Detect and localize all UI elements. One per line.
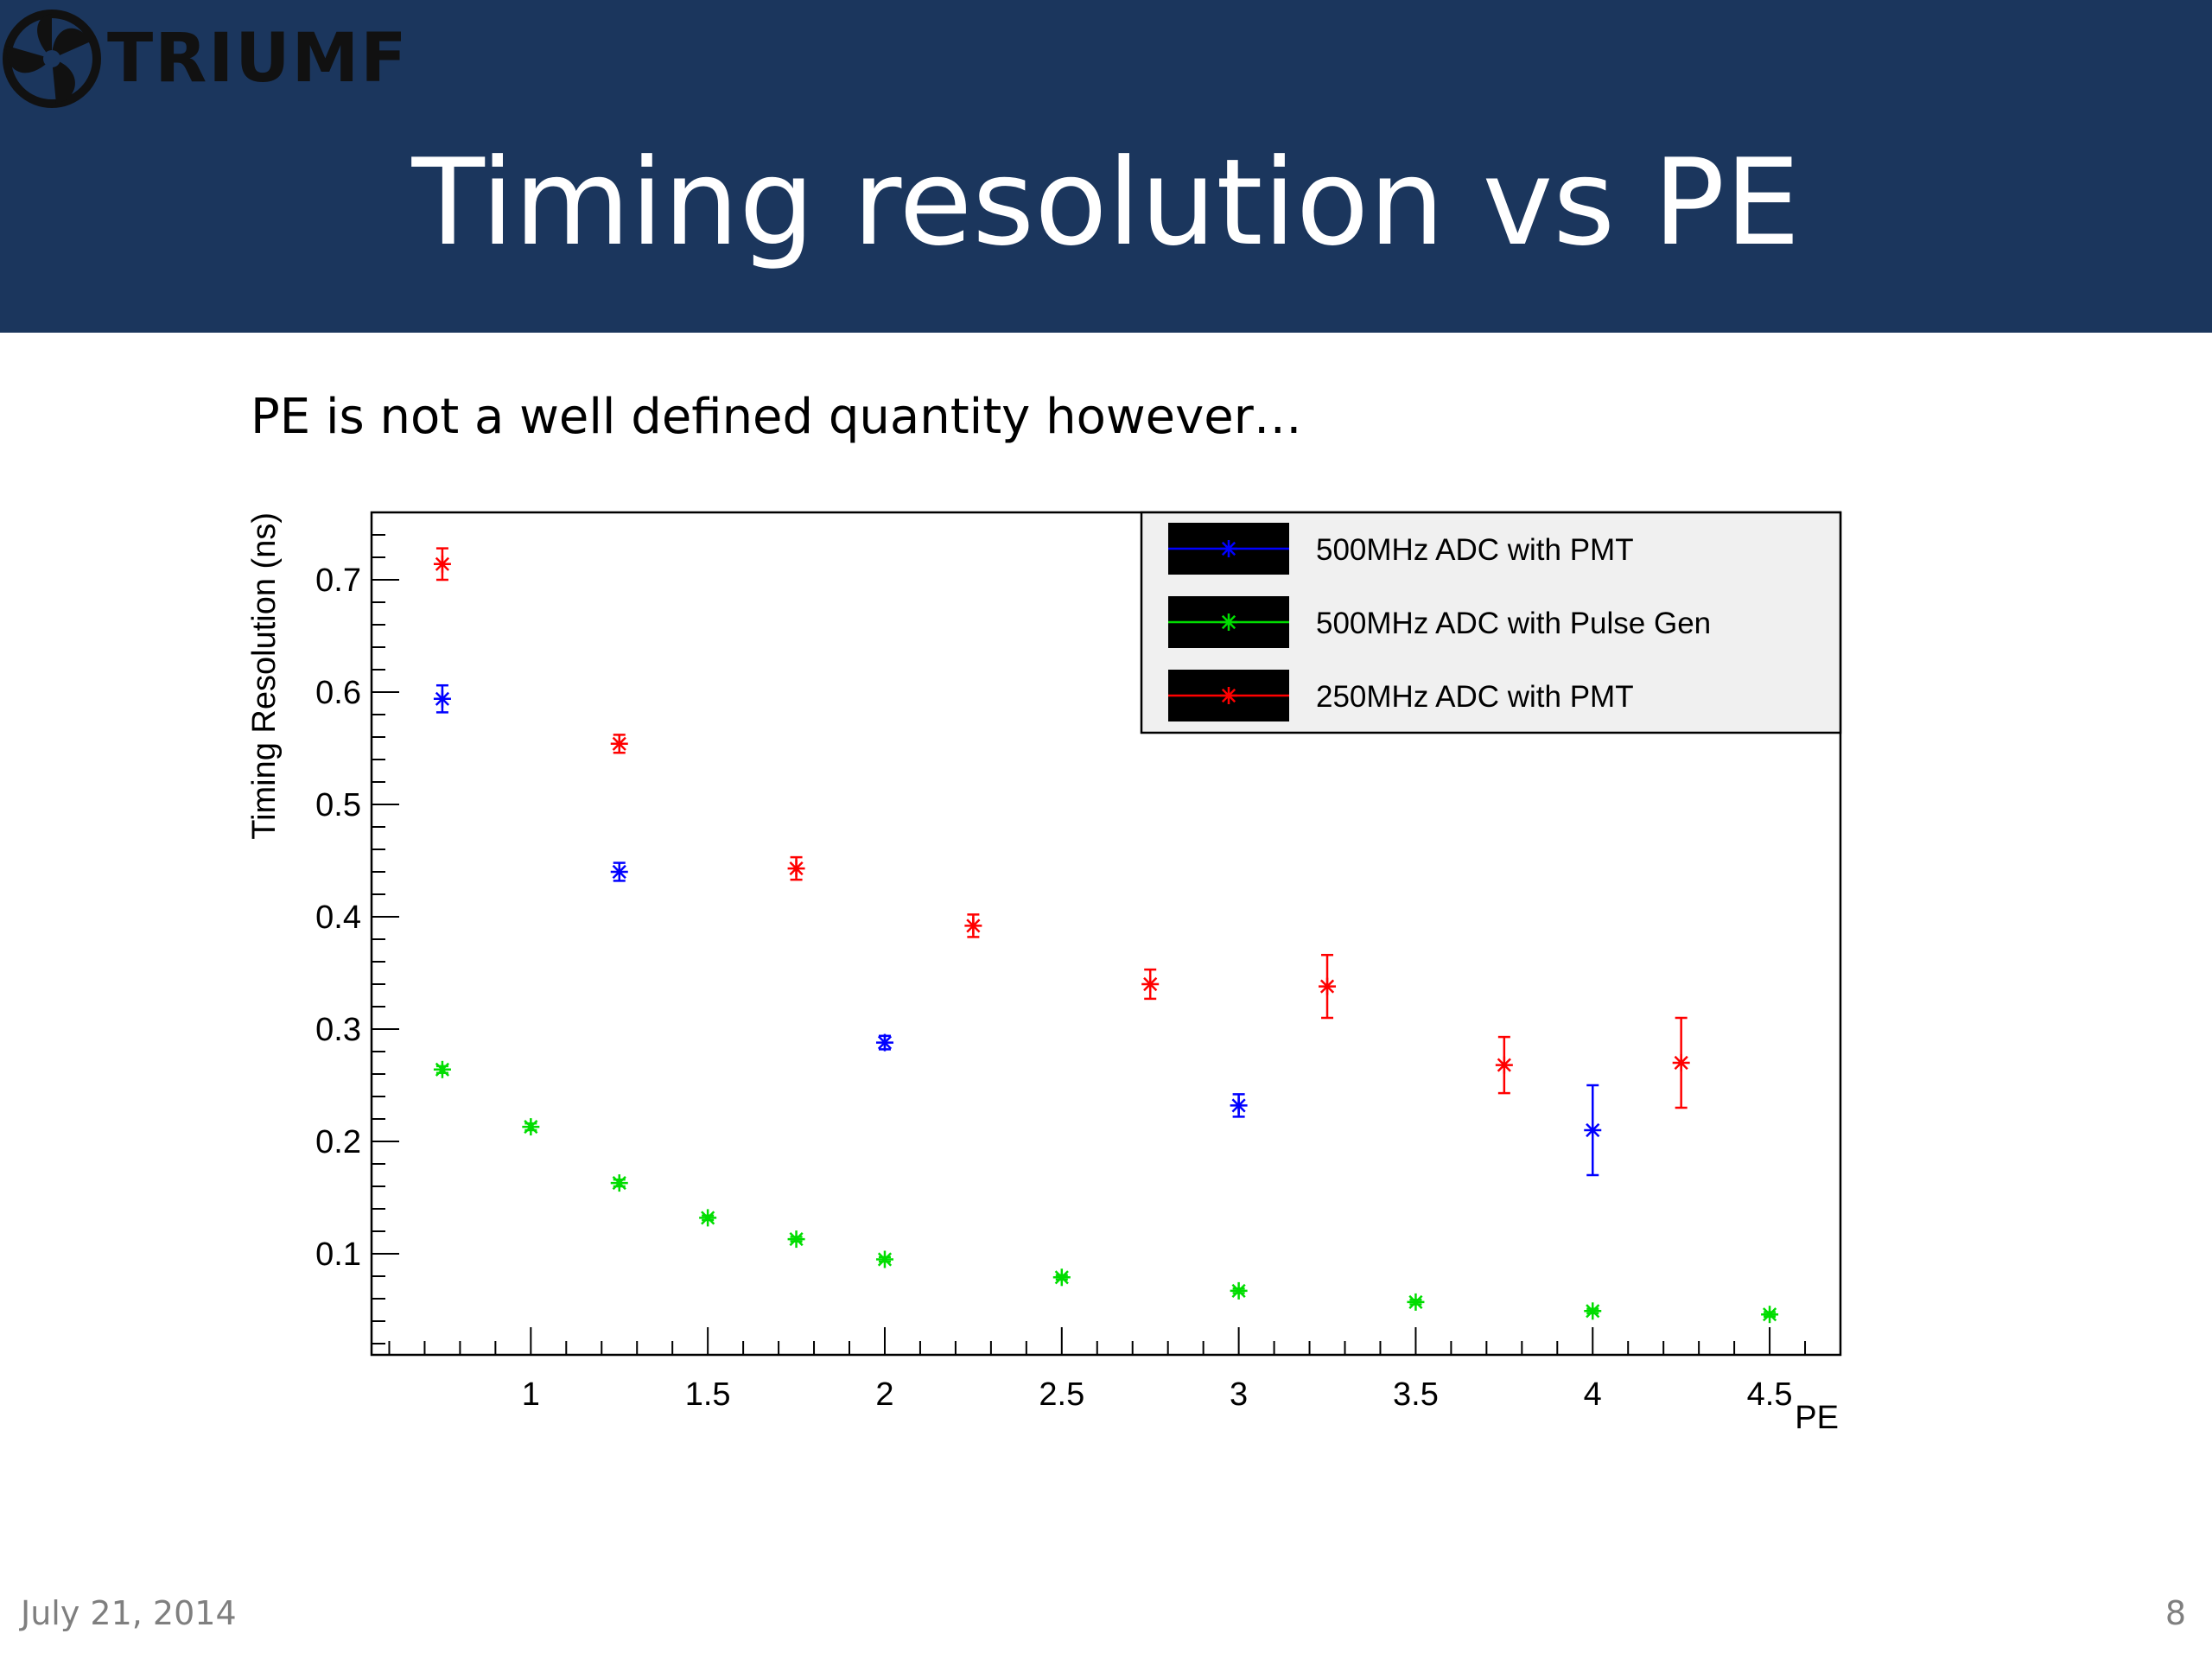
slide-title: Timing resolution vs PE — [411, 133, 1801, 272]
data-point — [1230, 1281, 1248, 1300]
triumf-logo: TRIUMF — [0, 7, 409, 111]
data-point — [875, 1033, 893, 1052]
plot-frame — [370, 511, 1842, 1357]
logo-text: TRIUMF — [107, 20, 409, 98]
y-tick-label: 0.1 — [315, 1236, 361, 1273]
y-tick-label: 0.4 — [315, 899, 361, 936]
data-point — [1584, 1302, 1602, 1320]
legend-marker — [1220, 540, 1237, 557]
data-point — [1319, 977, 1337, 995]
slide-subtitle: PE is not a well defined quantity howeve… — [251, 389, 1302, 445]
legend-label: 500MHz ADC with Pulse Gen — [1316, 607, 1711, 640]
data-point — [875, 1250, 893, 1268]
y-tick-label: 0.2 — [315, 1124, 361, 1160]
x-tick-label: 4.5 — [1747, 1376, 1793, 1413]
data-point — [610, 863, 628, 880]
data-point — [433, 555, 451, 573]
x-tick-label: 2.5 — [1039, 1376, 1084, 1413]
y-tick-label: 0.6 — [315, 675, 361, 711]
x-tick-label: 3 — [1230, 1376, 1248, 1413]
legend-marker — [1220, 613, 1237, 631]
data-point — [610, 1174, 628, 1192]
x-tick-label: 3.5 — [1393, 1376, 1439, 1413]
data-point — [964, 917, 982, 935]
x-tick-label: 1.5 — [685, 1376, 731, 1413]
data-point — [1230, 1096, 1248, 1115]
pinwheel-icon — [3, 10, 101, 108]
data-point — [433, 690, 451, 708]
y-tick-label: 0.3 — [315, 1012, 361, 1048]
page-number: 8 — [2164, 1594, 2186, 1632]
data-point — [1672, 1054, 1690, 1071]
x-tick-label: 1 — [522, 1376, 540, 1413]
data-point — [1584, 1122, 1602, 1139]
data-point — [1141, 976, 1160, 993]
data-point — [1761, 1306, 1779, 1324]
data-point — [610, 734, 628, 753]
slide-header: TRIUMF Timing resolution vs PE — [0, 0, 2212, 333]
legend-label: 500MHz ADC with PMT — [1316, 533, 1634, 567]
y-tick-label: 0.7 — [315, 563, 361, 599]
footer-date: July 21, 2014 — [21, 1594, 237, 1632]
data-point — [1495, 1056, 1513, 1074]
y-tick-label: 0.5 — [315, 787, 361, 823]
legend-label: 250MHz ADC with PMT — [1316, 680, 1634, 714]
data-point — [1407, 1293, 1425, 1311]
data-point — [699, 1209, 717, 1227]
x-tick-label: 4 — [1584, 1376, 1602, 1413]
legend-marker — [1220, 687, 1237, 704]
data-point — [433, 1060, 451, 1078]
data-point — [522, 1118, 540, 1136]
data-point — [787, 1230, 805, 1249]
x-tick-label: 2 — [875, 1376, 893, 1413]
y-axis-label: Timing Resolution (ns) — [246, 512, 283, 840]
x-axis-label: PE — [1795, 1400, 1839, 1436]
data-point — [787, 860, 805, 878]
data-point — [1052, 1268, 1071, 1287]
